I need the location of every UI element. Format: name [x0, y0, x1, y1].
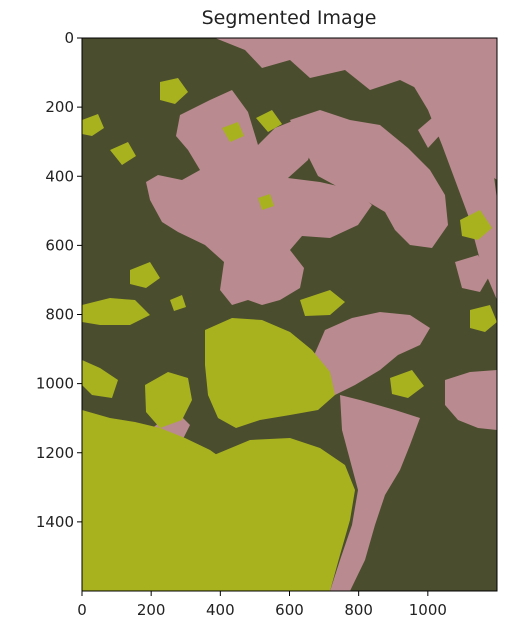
chart-title: Segmented Image	[202, 7, 377, 29]
y-tick-label: 600	[45, 236, 74, 254]
x-tick-label: 600	[275, 601, 304, 619]
y-axis: 0 200 400 600 800 1000 1200 1400	[36, 29, 82, 531]
y-tick-label: 200	[45, 98, 74, 116]
x-tick-label: 1000	[409, 601, 447, 619]
x-tick-label: 200	[137, 601, 166, 619]
x-tick-label: 800	[344, 601, 373, 619]
y-tick-label: 1000	[36, 375, 74, 393]
x-axis: 0 200 400 600 800 1000	[77, 591, 447, 619]
y-tick-label: 0	[64, 29, 74, 47]
segment-leaf	[82, 78, 497, 591]
x-tick-label: 400	[206, 601, 235, 619]
x-tick-label: 0	[77, 601, 87, 619]
y-tick-label: 400	[45, 167, 74, 185]
y-tick-label: 1400	[36, 513, 74, 531]
y-tick-label: 800	[45, 306, 74, 324]
y-tick-label: 1200	[36, 444, 74, 462]
plot-area	[82, 38, 497, 591]
